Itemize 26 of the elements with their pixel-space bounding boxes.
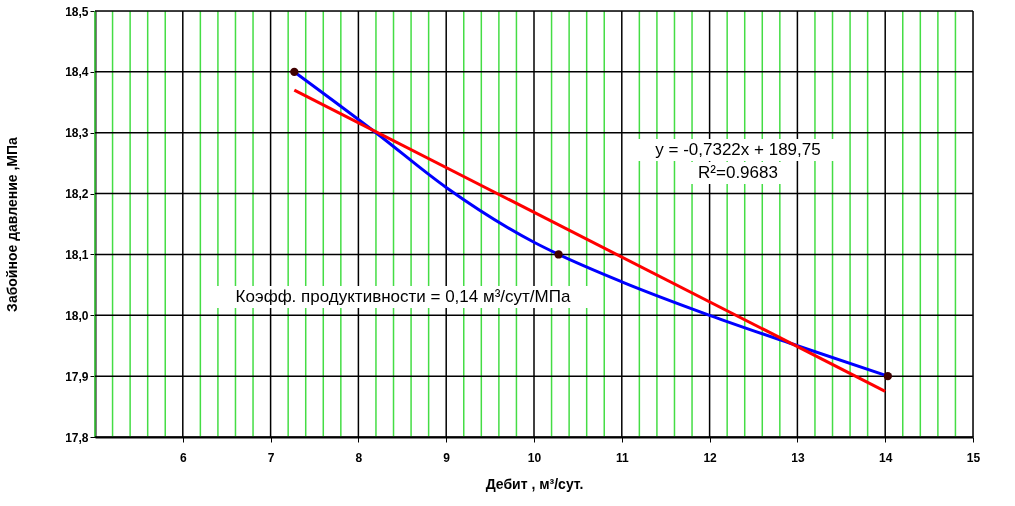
y-tick-label: 18,2 bbox=[65, 187, 89, 202]
x-tick-label: 7 bbox=[267, 450, 275, 465]
point bbox=[554, 250, 563, 259]
x-tick-label: 10 bbox=[527, 450, 542, 465]
y-tick-label: 18,3 bbox=[65, 126, 89, 141]
y-tick-label: 18,1 bbox=[65, 247, 89, 262]
y-tick-label: 18,4 bbox=[65, 65, 89, 80]
x-tick-label: 11 bbox=[615, 450, 629, 465]
x-tick-label: 14 bbox=[879, 450, 893, 465]
x-tick-label: 8 bbox=[355, 450, 363, 465]
x-tick-label: 15 bbox=[966, 450, 981, 465]
point bbox=[290, 67, 299, 77]
y-axis-title: Забойное давление ,МПа bbox=[4, 136, 21, 312]
x-tick-label: 6 bbox=[179, 450, 187, 465]
point bbox=[883, 371, 893, 381]
annotation: Коэфф. продуктивности = 0,14 м³/сут/МПа bbox=[235, 287, 571, 306]
y-tick-label: 17,9 bbox=[65, 369, 89, 384]
annotation: R²=0.9683 bbox=[698, 163, 778, 182]
y-tick-label: 17,8 bbox=[65, 430, 89, 445]
x-tick-label: 12 bbox=[703, 450, 718, 465]
x-tick-label: 13 bbox=[791, 450, 805, 465]
x-axis-title: Дебит , м³/сут. bbox=[485, 475, 584, 492]
annotation: y = -0,7322x + 189,75 bbox=[655, 140, 821, 159]
x-tick-label: 9 bbox=[443, 450, 451, 465]
y-tick-label: 18,5 bbox=[65, 4, 89, 19]
y-tick-label: 18,0 bbox=[65, 308, 89, 323]
